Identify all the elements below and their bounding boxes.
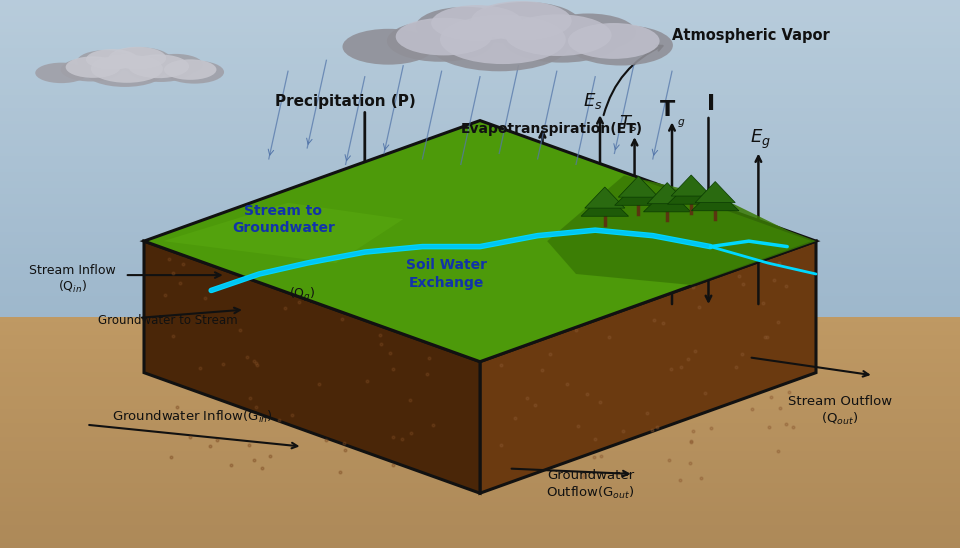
Ellipse shape [568, 23, 660, 59]
Bar [0, 471, 960, 548]
Ellipse shape [387, 20, 493, 62]
Text: $E_s$: $E_s$ [584, 92, 603, 111]
Polygon shape [144, 241, 480, 493]
Polygon shape [144, 121, 816, 362]
Text: $\mathbf{T}$: $\mathbf{T}$ [659, 100, 676, 119]
Text: $_g$: $_g$ [678, 115, 685, 130]
Ellipse shape [471, 1, 571, 41]
Polygon shape [667, 181, 715, 204]
Polygon shape [695, 181, 735, 203]
Ellipse shape [540, 14, 636, 51]
Text: Stream Outflow
(Q$_{out}$): Stream Outflow (Q$_{out}$) [788, 395, 892, 427]
Ellipse shape [569, 25, 673, 66]
Ellipse shape [36, 62, 87, 83]
Ellipse shape [84, 55, 165, 87]
Bar [0, 395, 960, 471]
Ellipse shape [505, 14, 612, 56]
Ellipse shape [148, 54, 203, 76]
Text: Atmospheric Vapor: Atmospheric Vapor [672, 28, 829, 43]
Polygon shape [643, 189, 691, 212]
Ellipse shape [108, 47, 166, 69]
Text: $T_s$: $T_s$ [619, 113, 638, 133]
Ellipse shape [86, 49, 138, 70]
Text: Precipitation (P): Precipitation (P) [276, 94, 416, 109]
Polygon shape [163, 203, 403, 263]
Text: $\mathbf{I}$: $\mathbf{I}$ [707, 94, 714, 114]
Ellipse shape [429, 16, 569, 71]
Ellipse shape [127, 55, 195, 82]
Text: Evapotranspiration(ET): Evapotranspiration(ET) [461, 122, 643, 136]
Polygon shape [614, 182, 662, 206]
Text: Groundwater
Outflow(G$_{out}$): Groundwater Outflow(G$_{out}$) [546, 469, 635, 501]
Text: Stream to
Groundwater: Stream to Groundwater [231, 203, 335, 235]
Ellipse shape [396, 18, 492, 55]
Polygon shape [647, 182, 687, 204]
Polygon shape [581, 193, 629, 216]
Text: (Q$_g$): (Q$_g$) [289, 286, 316, 304]
Bar [0, 79, 960, 159]
Bar [0, 0, 960, 79]
Ellipse shape [343, 29, 434, 65]
Text: Stream Inflow
(Q$_{in}$): Stream Inflow (Q$_{in}$) [29, 264, 115, 295]
Ellipse shape [108, 47, 171, 72]
Polygon shape [547, 175, 816, 285]
Ellipse shape [469, 2, 581, 45]
Bar [0, 318, 960, 395]
Polygon shape [671, 175, 711, 196]
Ellipse shape [91, 55, 163, 83]
Ellipse shape [164, 59, 216, 80]
Text: Groundwater to Stream: Groundwater to Stream [98, 314, 238, 327]
Polygon shape [691, 187, 739, 211]
Text: Soil Water
Exchange: Soil Water Exchange [406, 258, 487, 290]
Polygon shape [618, 176, 659, 197]
Text: Groundwater Inflow(G$_{in}$): Groundwater Inflow(G$_{in}$) [111, 408, 273, 425]
Ellipse shape [431, 5, 523, 41]
Ellipse shape [65, 56, 121, 78]
Text: $E_g$: $E_g$ [750, 128, 771, 151]
Ellipse shape [416, 7, 516, 46]
Bar [0, 159, 960, 238]
Bar [0, 238, 960, 318]
Ellipse shape [77, 50, 134, 72]
Ellipse shape [129, 54, 189, 78]
Ellipse shape [165, 60, 224, 84]
Polygon shape [585, 187, 625, 208]
Ellipse shape [60, 58, 121, 82]
Polygon shape [480, 241, 816, 493]
Ellipse shape [440, 15, 565, 64]
Ellipse shape [503, 16, 621, 62]
